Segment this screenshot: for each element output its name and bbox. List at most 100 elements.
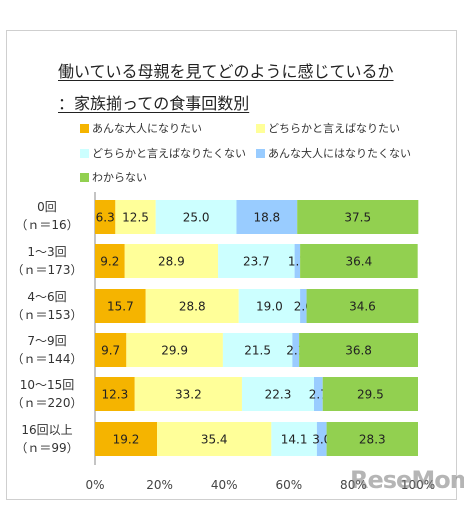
- bar-segment: [115, 200, 156, 234]
- legend-label: どちらかと言えばなりたくない: [92, 147, 246, 160]
- bar-value-label: 6.3: [96, 211, 115, 225]
- bar-segment: [300, 289, 307, 323]
- row-label-times: 10～15回: [19, 378, 75, 392]
- legend-label: わからない: [92, 171, 147, 184]
- row-label-16-plus: 16回以上 （ｎ＝99）: [2, 421, 92, 457]
- legend-label: どちらかと言えばなりたい: [268, 122, 400, 135]
- row-label-times: 16回以上: [21, 423, 73, 437]
- row-label-10-15: 10～15回 （ｎ＝220）: [2, 376, 92, 412]
- bar-value-label: 23.7: [243, 255, 270, 269]
- bar-segment: [322, 377, 418, 411]
- bar-value-label: 3.0: [312, 433, 331, 447]
- bar-segment: [124, 244, 219, 278]
- legend-swatch: [80, 172, 89, 182]
- bar-segment: [222, 333, 293, 367]
- legend-item-somewhat-want: どちらかと言えばなりたい: [256, 120, 400, 136]
- x-tick-label: 0%: [85, 478, 105, 492]
- row-label-times: 7～9回: [27, 334, 67, 348]
- bar-value-label: 28.8: [179, 300, 206, 314]
- chart-subtitle: ：家族揃っての食事回数別: [58, 94, 250, 113]
- bar-value-label: 34.6: [349, 300, 376, 314]
- bar-segment: [316, 422, 327, 456]
- legend-item-want-to-be: あんな大人になりたい: [80, 120, 202, 136]
- bar-value-label: 12.3: [102, 388, 129, 402]
- bar-segment: [95, 200, 116, 234]
- legend-item-not-want: あんな大人にはなりたくない: [256, 145, 411, 161]
- bar-segment: [313, 377, 323, 411]
- bar-segment: [299, 333, 418, 367]
- bar-value-label: 22.3: [265, 388, 292, 402]
- bar-value-label: 36.4: [346, 255, 373, 269]
- bar-segment: [95, 244, 125, 278]
- bar-segment: [218, 244, 295, 278]
- bar-segment: [155, 200, 237, 234]
- bar-segment: [241, 377, 314, 411]
- row-label-n: （ｎ＝16）: [15, 218, 79, 232]
- x-tick-label: 100%: [400, 478, 436, 492]
- bar-value-label: 36.8: [345, 344, 372, 358]
- bar-value-label: 37.5: [344, 211, 371, 225]
- legend-swatch: [256, 148, 265, 158]
- bar-value-label: 21.5: [244, 344, 271, 358]
- bar-segment: [95, 422, 158, 456]
- bar-value-label: 28.9: [158, 255, 185, 269]
- bar-segment: [297, 200, 419, 234]
- legend-item-dont-know: わからない: [80, 169, 147, 185]
- x-tick-label: 80%: [340, 478, 367, 492]
- row-label-times: 0回: [37, 200, 57, 214]
- watermark-logo: ReseMom: [350, 466, 464, 494]
- bar-segment: [271, 422, 317, 456]
- bar-segment: [95, 377, 135, 411]
- legend-label: あんな大人にはなりたくない: [268, 147, 411, 160]
- bar-value-label: 19.0: [256, 300, 283, 314]
- row-label-1-3: 1～3回 （ｎ＝173）: [2, 243, 92, 279]
- bar-segment: [326, 422, 418, 456]
- x-tick-label: 20%: [146, 478, 173, 492]
- bar-value-label: 12.5: [122, 211, 149, 225]
- bar-value-label: 33.2: [175, 388, 202, 402]
- bar-segment: [300, 244, 418, 278]
- legend-swatch: [256, 123, 265, 133]
- bar-value-label: 14.1: [281, 433, 308, 447]
- legend-item-somewhat-not-want: どちらかと言えばなりたくない: [80, 145, 246, 161]
- bar-segment: [236, 200, 298, 234]
- row-label-n: （ｎ＝173）: [11, 263, 83, 277]
- x-tick-label: 60%: [275, 478, 303, 492]
- bar-segment: [157, 422, 272, 456]
- bar-value-label: 9.7: [101, 344, 120, 358]
- row-label-4-6: 4～6回 （ｎ＝153）: [2, 288, 92, 324]
- legend-label: あんな大人になりたい: [92, 122, 202, 135]
- bar-value-label: 35.4: [201, 433, 228, 447]
- bar-segment: [134, 377, 242, 411]
- bar-value-label: 9.2: [100, 255, 119, 269]
- row-label-n: （ｎ＝144）: [11, 352, 83, 366]
- row-label-times: 1～3回: [27, 245, 67, 259]
- row-label-n: （ｎ＝153）: [11, 308, 83, 322]
- bar-value-label: 15.7: [107, 300, 134, 314]
- row-label-7-9: 7～9回 （ｎ＝144）: [2, 332, 92, 368]
- bar-segment: [95, 289, 146, 323]
- bar-segment: [145, 289, 239, 323]
- bar-value-label: 25.0: [183, 211, 210, 225]
- bar-segment: [306, 289, 419, 323]
- legend-swatch: [80, 148, 89, 158]
- bar-value-label: 28.3: [359, 433, 386, 447]
- bar-segment: [95, 333, 127, 367]
- bar-segment: [238, 289, 301, 323]
- row-label-times: 4～6回: [27, 290, 67, 304]
- bar-segment: [292, 333, 300, 367]
- row-label-n: （ｎ＝220）: [11, 396, 83, 410]
- chart-title: 働いている母親を見てどのように感じているか: [58, 62, 394, 81]
- bar-value-label: 19.2: [113, 433, 140, 447]
- row-label-n: （ｎ＝99）: [15, 441, 79, 455]
- x-tick-label: 40%: [210, 478, 238, 492]
- bar-value-label: 18.8: [253, 211, 280, 225]
- bar-segment: [294, 244, 301, 278]
- bar-value-label: 29.9: [161, 344, 188, 358]
- bar-value-label: 29.5: [357, 388, 384, 402]
- chart-frame: [6, 30, 457, 500]
- legend-swatch: [80, 123, 89, 133]
- row-label-0: 0回 （ｎ＝16）: [2, 198, 92, 234]
- bar-segment: [126, 333, 223, 367]
